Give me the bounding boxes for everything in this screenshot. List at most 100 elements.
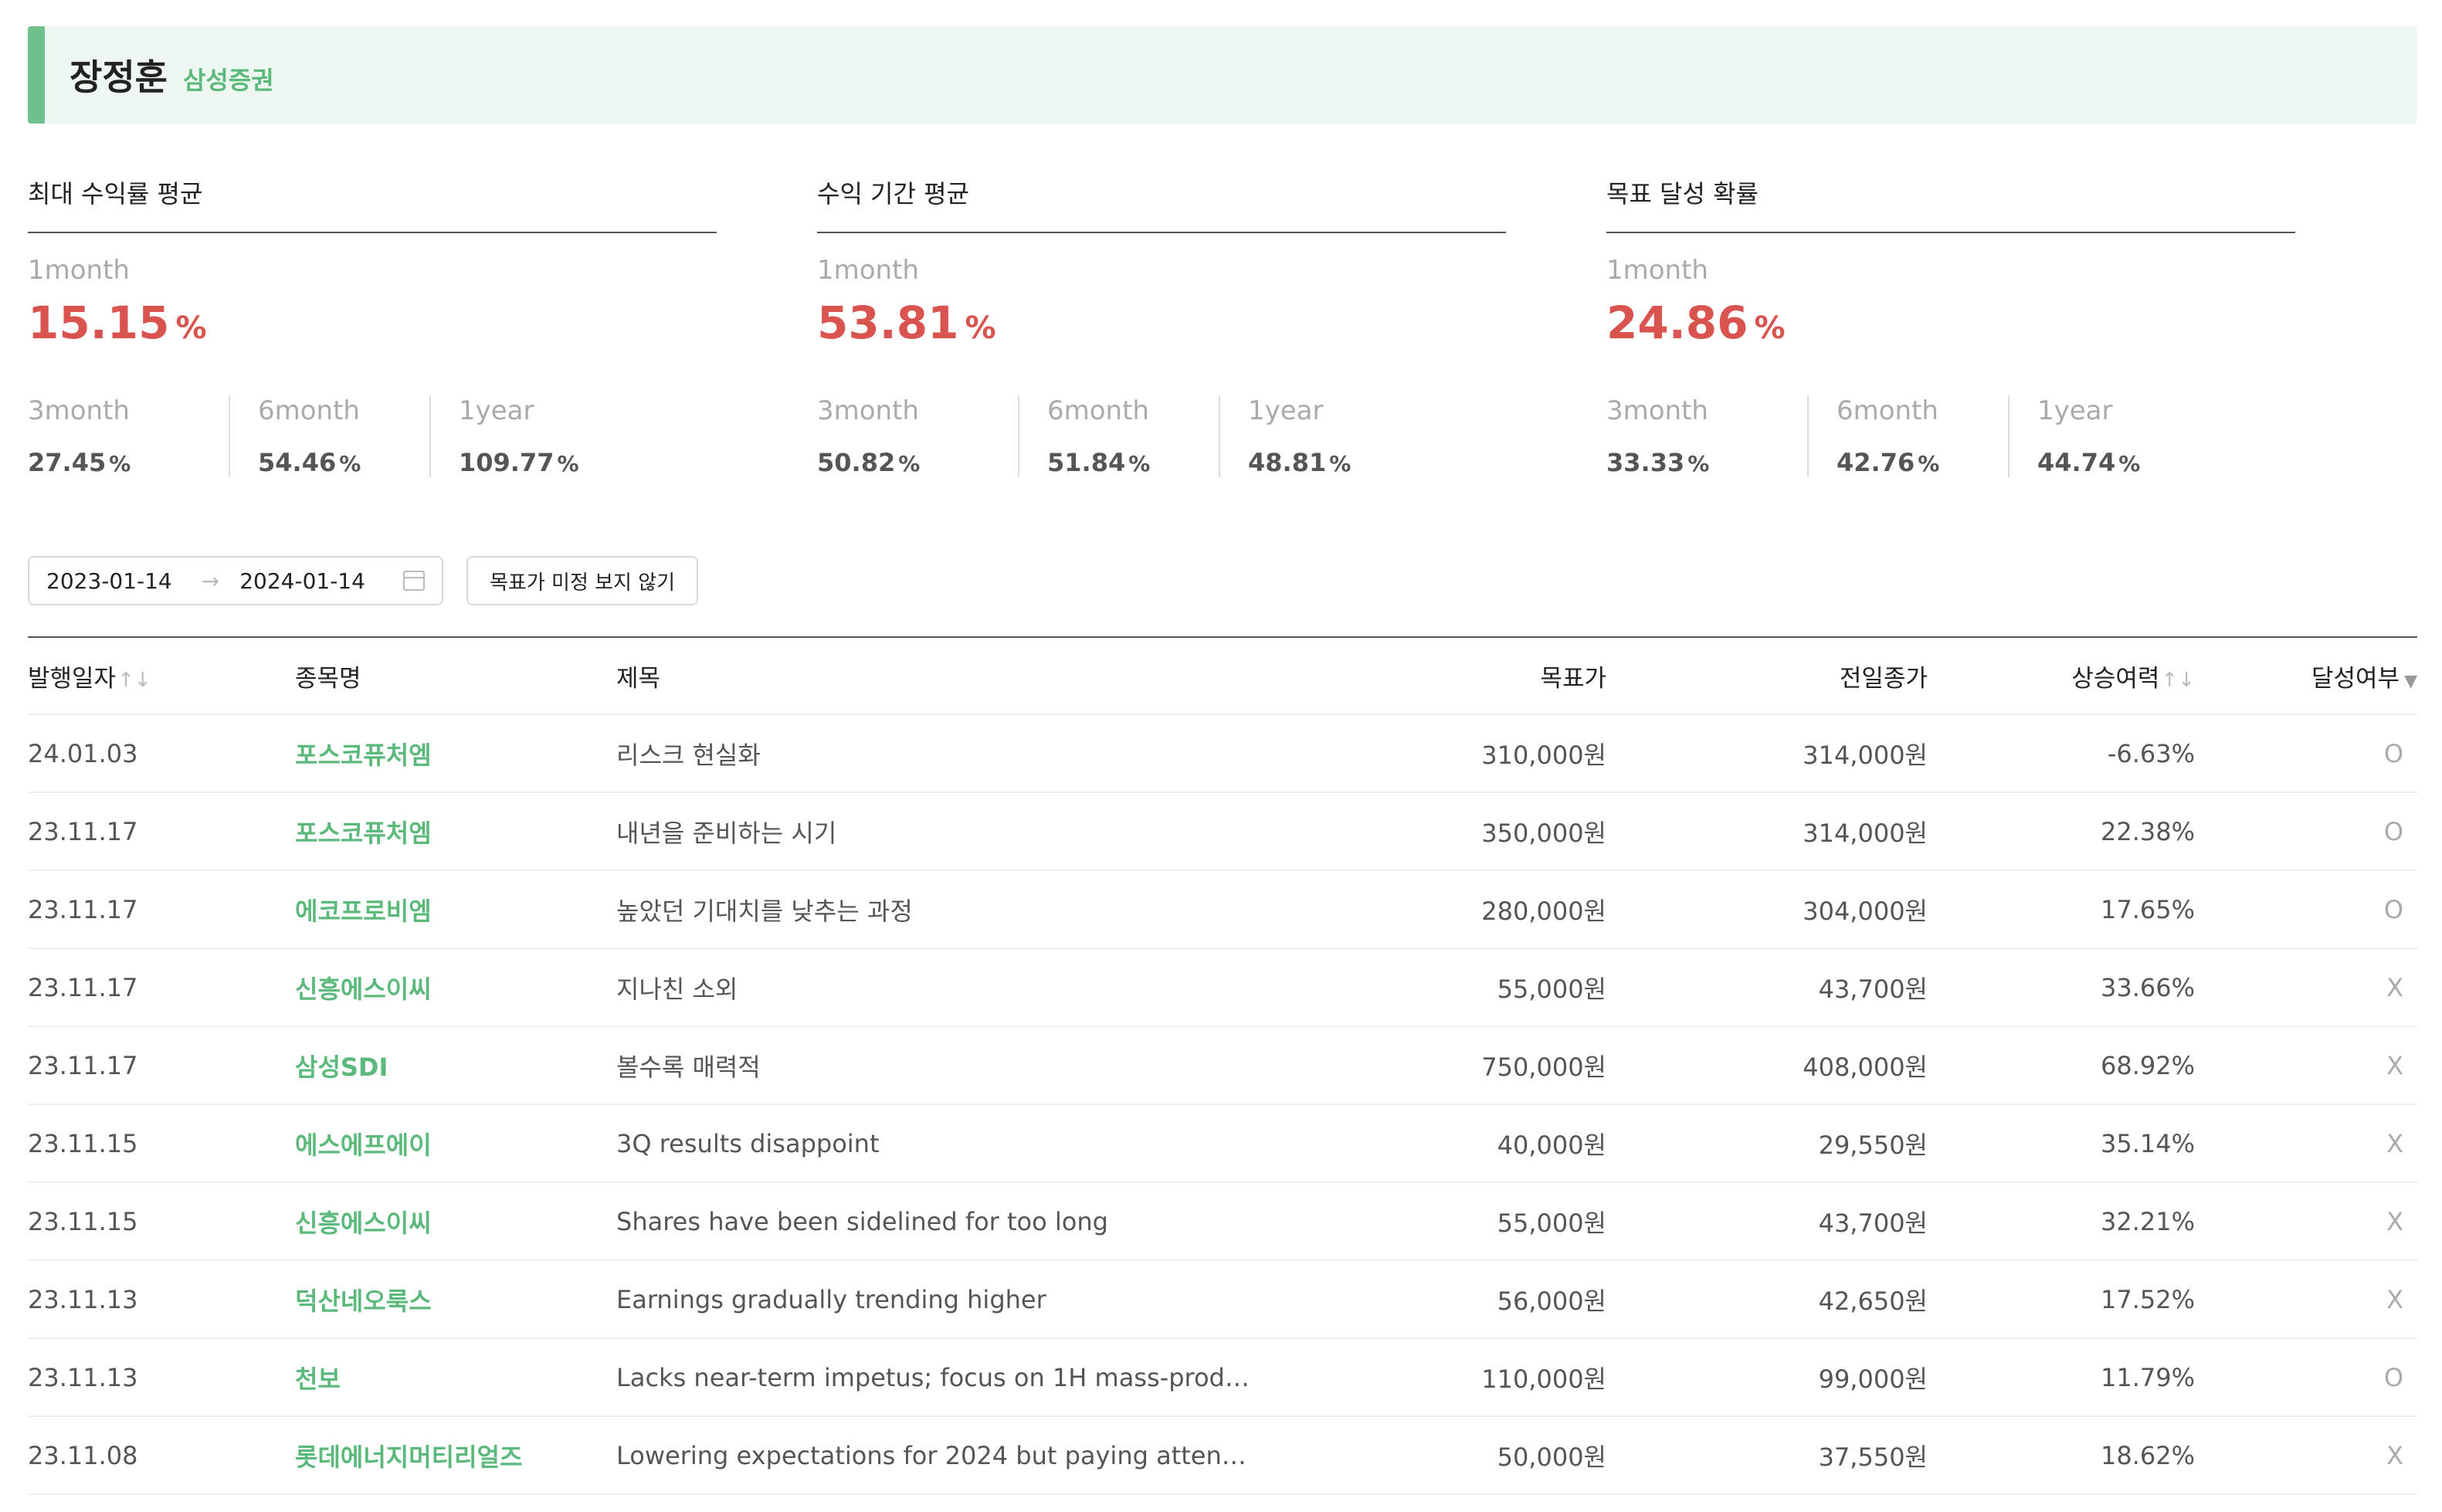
achieved-cell: X bbox=[2195, 1260, 2417, 1339]
stat-sub-item: 6month 54.46% bbox=[229, 395, 429, 477]
table-row[interactable]: 23.11.17 삼성SDI 볼수록 매력적 750,000원 408,000원… bbox=[28, 1026, 2417, 1105]
date-cell: 23.11.17 bbox=[28, 870, 295, 949]
achieved-cell: X bbox=[2195, 1182, 2417, 1261]
col-title-label: 제목 bbox=[616, 664, 661, 693]
report-title-link[interactable]: 내년을 준비하는 시기 bbox=[616, 792, 1250, 871]
stat-sub-item: 6month 51.84% bbox=[1018, 395, 1219, 477]
stock-link[interactable]: 포스코퓨처엠 bbox=[295, 714, 616, 793]
stock-link[interactable]: 덕산네오룩스 bbox=[295, 1260, 616, 1339]
stat-main-value: 53.81% bbox=[817, 297, 1506, 349]
stock-link[interactable]: 포스코퓨처엠 bbox=[295, 792, 616, 871]
date-cell: 24.01.03 bbox=[28, 714, 295, 793]
stock-link[interactable]: 에코프로비엠 bbox=[295, 870, 616, 949]
stat-sub-number: 42.76 bbox=[1837, 448, 1915, 477]
stat-sub-number: 54.46 bbox=[258, 448, 337, 477]
stock-link[interactable]: 삼성SDI bbox=[295, 1026, 616, 1105]
hide-no-target-button[interactable]: 목표가 미정 보지 않기 bbox=[466, 556, 699, 605]
table-row[interactable]: 23.11.15 신흥에스이씨 Shares have been sidelin… bbox=[28, 1182, 2417, 1261]
achieved-cell: O bbox=[2195, 792, 2417, 871]
stat-title: 목표 달성 확률 bbox=[1606, 170, 2295, 233]
stat-sub-number: 51.84 bbox=[1047, 448, 1126, 477]
col-upside-header[interactable]: 상승여력↑↓ bbox=[1928, 637, 2195, 715]
table-row[interactable]: 23.11.13 천보 Lacks near-term impetus; foc… bbox=[28, 1338, 2417, 1417]
date-cell: 23.11.15 bbox=[28, 1104, 295, 1183]
end-date[interactable]: 2024-01-14 bbox=[239, 568, 365, 594]
stat-sub-label: 6month bbox=[258, 395, 360, 426]
target-price-cell: 40,000원 bbox=[1250, 1104, 1606, 1183]
date-cell: 23.11.15 bbox=[28, 1182, 295, 1261]
table-row[interactable]: 23.11.17 신흥에스이씨 지나친 소외 55,000원 43,700원 3… bbox=[28, 948, 2417, 1027]
stat-main-number: 15.15 bbox=[28, 297, 170, 349]
stat-main-unit: % bbox=[175, 310, 207, 346]
stock-link[interactable]: 신흥에스이씨 bbox=[295, 948, 616, 1027]
date-cell: 23.11.17 bbox=[28, 948, 295, 1027]
reports-table: 발행일자↑↓ 종목명 제목 목표가 전일종가 상승여력↑↓ 달성여부 ▼ 24.0… bbox=[28, 636, 2417, 1495]
stat-main-label: 1month bbox=[28, 255, 130, 286]
stat-sub-number: 48.81 bbox=[1248, 448, 1327, 477]
stat-sub-row: 3month 50.82% 6month 51.84% 1year 48.81% bbox=[817, 395, 1506, 477]
stat-sub-unit: % bbox=[109, 451, 131, 476]
target-price-cell: 310,000원 bbox=[1250, 714, 1606, 793]
stock-link[interactable]: 신흥에스이씨 bbox=[295, 1182, 616, 1261]
date-range-picker[interactable]: 2023-01-14 → 2024-01-14 bbox=[28, 556, 443, 605]
prev-close-cell: 99,000원 bbox=[1606, 1338, 1928, 1417]
report-title-link[interactable]: 볼수록 매력적 bbox=[616, 1026, 1250, 1105]
filter-icon[interactable]: ▼ bbox=[2404, 671, 2417, 691]
report-title-link[interactable]: Shares have been sidelined for too long bbox=[616, 1182, 1250, 1261]
stat-main-number: 24.86 bbox=[1606, 297, 1748, 349]
target-price-cell: 350,000원 bbox=[1250, 792, 1606, 871]
stat-sub-label: 3month bbox=[817, 395, 919, 426]
prev-close-cell: 43,700원 bbox=[1606, 948, 1928, 1027]
stat-sub-row: 3month 27.45% 6month 54.46% 1year 109.77… bbox=[28, 395, 717, 477]
stat-main-unit: % bbox=[1754, 310, 1786, 346]
col-date-header[interactable]: 발행일자↑↓ bbox=[28, 637, 295, 715]
report-title-link[interactable]: 3Q results disappoint bbox=[616, 1104, 1250, 1183]
stat-block: 최대 수익률 평균 1month 15.15% 3month 27.45% 6m… bbox=[28, 170, 717, 477]
stat-block: 수익 기간 평균 1month 53.81% 3month 50.82% 6mo… bbox=[817, 170, 1506, 477]
table-row[interactable]: 23.11.13 덕산네오룩스 Earnings gradually trend… bbox=[28, 1260, 2417, 1339]
achieved-cell: O bbox=[2195, 714, 2417, 793]
stat-sub-label: 3month bbox=[1606, 395, 1708, 426]
start-date[interactable]: 2023-01-14 bbox=[46, 568, 172, 594]
achieved-cell: O bbox=[2195, 870, 2417, 949]
target-price-cell: 55,000원 bbox=[1250, 1182, 1606, 1261]
col-achieved-header[interactable]: 달성여부 ▼ bbox=[2195, 637, 2417, 715]
sort-icon[interactable]: ↑↓ bbox=[117, 668, 151, 692]
prev-close-cell: 37,550원 bbox=[1606, 1416, 1928, 1495]
prev-close-cell: 408,000원 bbox=[1606, 1026, 1928, 1105]
target-price-cell: 280,000원 bbox=[1250, 870, 1606, 949]
prev-close-cell: 29,550원 bbox=[1606, 1104, 1928, 1183]
report-title-link[interactable]: 리스크 현실화 bbox=[616, 714, 1250, 793]
target-price-cell: 750,000원 bbox=[1250, 1026, 1606, 1105]
table-row[interactable]: 23.11.17 포스코퓨처엠 내년을 준비하는 시기 350,000원 314… bbox=[28, 792, 2417, 871]
stat-sub-unit: % bbox=[1687, 451, 1710, 476]
table-row[interactable]: 23.11.15 에스에프에이 3Q results disappoint 40… bbox=[28, 1104, 2417, 1183]
date-cell: 23.11.13 bbox=[28, 1260, 295, 1339]
table-row[interactable]: 23.11.08 롯데에너지머티리얼즈 Lowering expectation… bbox=[28, 1416, 2417, 1495]
table-row[interactable]: 24.01.03 포스코퓨처엠 리스크 현실화 310,000원 314,000… bbox=[28, 714, 2417, 793]
stock-link[interactable]: 에스에프에이 bbox=[295, 1104, 616, 1183]
col-stock-label: 종목명 bbox=[295, 664, 361, 693]
upside-cell: 17.52% bbox=[1928, 1260, 2195, 1339]
stat-sub-number: 109.77 bbox=[459, 448, 555, 477]
report-title-link[interactable]: Earnings gradually trending higher bbox=[616, 1260, 1250, 1339]
upside-cell: -6.63% bbox=[1928, 714, 2195, 793]
stat-sub-value: 50.82% bbox=[817, 448, 1002, 477]
table-row[interactable]: 23.11.17 에코프로비엠 높았던 기대치를 낮추는 과정 280,000원… bbox=[28, 870, 2417, 949]
stock-link[interactable]: 롯데에너지머티리얼즈 bbox=[295, 1416, 616, 1495]
stock-link[interactable]: 천보 bbox=[295, 1338, 616, 1417]
report-title-link[interactable]: 높았던 기대치를 낮추는 과정 bbox=[616, 870, 1250, 949]
stat-main-number: 53.81 bbox=[817, 297, 959, 349]
report-title-link[interactable]: 지나친 소외 bbox=[616, 948, 1250, 1027]
analyst-firm: 삼성증권 bbox=[182, 66, 274, 95]
analyst-name: 장정훈 bbox=[70, 56, 168, 98]
target-price-cell: 56,000원 bbox=[1250, 1260, 1606, 1339]
sort-icon[interactable]: ↑↓ bbox=[2161, 668, 2195, 692]
stat-sub-unit: % bbox=[1918, 451, 1940, 476]
col-title-header: 제목 bbox=[616, 637, 1250, 715]
stat-sub-unit: % bbox=[898, 451, 921, 476]
report-title-link[interactable]: Lowering expectations for 2024 but payin… bbox=[616, 1416, 1250, 1495]
calendar-icon[interactable] bbox=[403, 571, 425, 591]
report-title-link[interactable]: Lacks near-term impetus; focus on 1H mas… bbox=[616, 1338, 1250, 1417]
stat-sub-label: 3month bbox=[28, 395, 130, 426]
